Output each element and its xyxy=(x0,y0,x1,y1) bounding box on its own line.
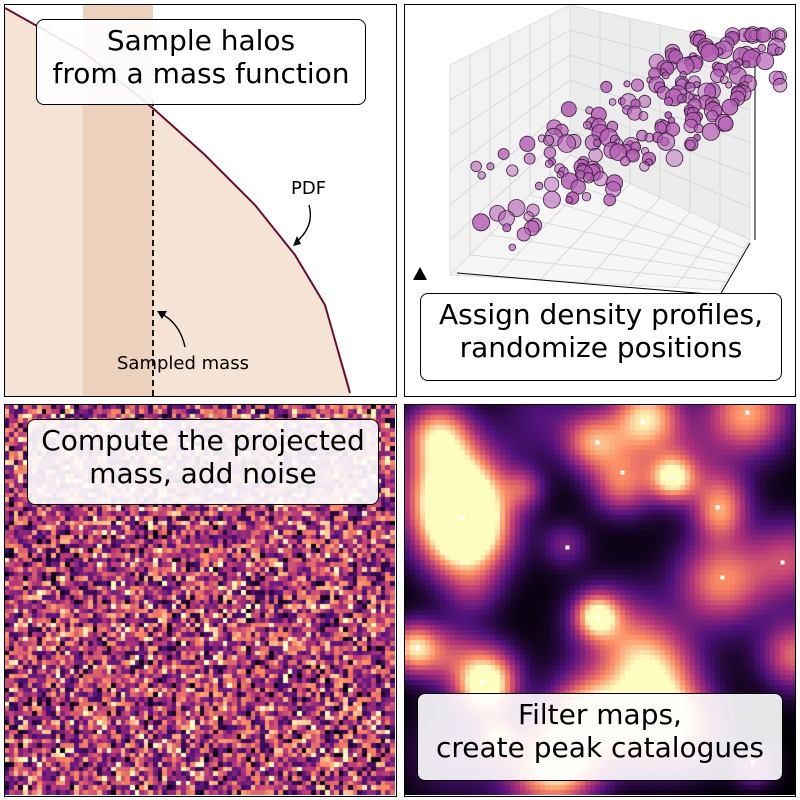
title-line-2: create peak catalogues xyxy=(436,731,764,764)
pdf-label: PDF xyxy=(291,178,327,199)
peak-marker xyxy=(720,575,725,580)
title-line-2: mass, add noise xyxy=(89,457,317,490)
title-line-2: from a mass function xyxy=(52,57,350,90)
peak-marker xyxy=(745,410,750,415)
panel-projected-mass: Compute the projected mass, add noise xyxy=(4,404,397,797)
peak-marker xyxy=(480,680,485,685)
panel-filtered-map: Filter maps, create peak catalogues xyxy=(404,404,796,797)
title-callout: Sample halos from a mass function xyxy=(36,19,366,105)
title-line-1: Sample halos xyxy=(106,24,296,57)
title-callout: Filter maps, create peak catalogues xyxy=(417,693,783,781)
peak-marker xyxy=(640,420,645,425)
peak-marker xyxy=(415,645,420,650)
title-callout: Assign density profiles, randomize posit… xyxy=(420,293,782,381)
title-line-1: Filter maps, xyxy=(518,698,682,731)
peak-marker xyxy=(460,515,465,520)
title-line-2: randomize positions xyxy=(459,331,743,364)
peak-marker xyxy=(620,470,625,475)
peak-marker xyxy=(670,475,675,480)
panel-density-profiles: Assign density profiles, randomize posit… xyxy=(404,4,796,397)
peak-marker xyxy=(595,615,600,620)
title-line-1: Assign density profiles, xyxy=(438,298,764,331)
sampled-mass-label: Sampled mass xyxy=(117,353,249,374)
peak-marker xyxy=(715,505,720,510)
peak-marker xyxy=(565,545,570,550)
panel-sample-halos: Sample halos from a mass function PDF Sa… xyxy=(4,4,397,397)
title-callout: Compute the projected mass, add noise xyxy=(27,419,379,505)
peak-marker xyxy=(595,440,600,445)
peak-marker xyxy=(780,560,785,565)
3d-scatter-plot xyxy=(413,5,788,296)
title-line-1: Compute the projected xyxy=(41,424,365,457)
